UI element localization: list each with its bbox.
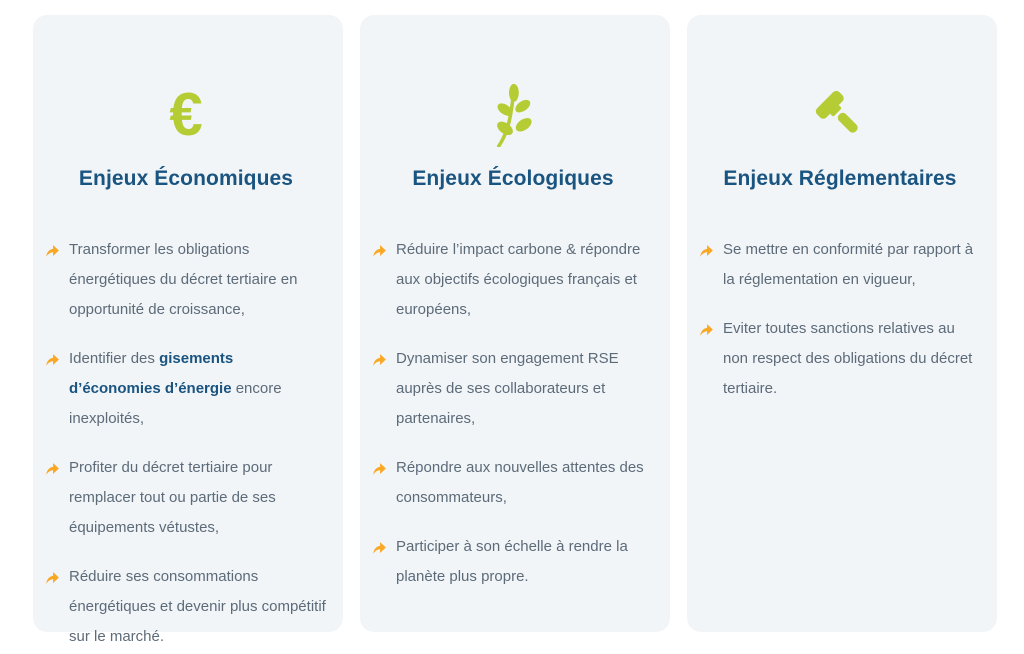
list-item-text: Répondre aux nouvelles attentes des cons… [396,459,644,506]
card-list-ecologiques: Réduire l’impact carbone & répondre aux … [372,235,654,592]
list-item: Participer à son échelle à rendre la pla… [372,532,654,592]
euro-icon: € [45,83,327,147]
list-item: Dynamiser son engagement RSE auprès de s… [372,344,654,434]
list-item: Identifier des gisements d’économies d’é… [45,344,327,434]
card-list-economiques: Transformer les obligations énergétiques… [45,235,327,652]
euro-glyph: € [169,81,203,148]
list-item-text: Eviter toutes sanctions relatives au non… [723,320,973,397]
list-item-text: Se mettre en conformité par rapport à la… [723,241,974,288]
list-item: Se mettre en conformité par rapport à la… [699,235,981,295]
card-list-reglementaires: Se mettre en conformité par rapport à la… [699,235,981,404]
list-item-text: Identifier des gisements d’économies d’é… [69,350,282,427]
gavel-icon [699,83,981,147]
card-title-reglementaires: Enjeux Réglementaires [723,167,957,190]
list-item: Transformer les obligations énergétiques… [45,235,327,325]
list-item: Répondre aux nouvelles attentes des cons… [372,453,654,513]
arrow-bullet-icon [699,322,714,337]
list-item: Réduire ses consommations énergétiques e… [45,562,327,652]
arrow-bullet-icon [45,570,60,585]
card-enjeux-economiques: € Enjeux Économiques Transformer les obl… [33,15,343,645]
list-item-text: Transformer les obligations énergétiques… [69,241,298,318]
list-item: Profiter du décret tertiaire pour rempla… [45,453,327,543]
leaf-icon [372,83,654,147]
list-item-text: Participer à son échelle à rendre la pla… [396,538,628,585]
card-title-economiques: Enjeux Économiques [78,167,294,190]
arrow-bullet-icon [372,352,387,367]
list-item-text: Réduire ses consommations énergétiques e… [69,568,326,645]
list-item-text: Dynamiser son engagement RSE auprès de s… [396,350,619,427]
card-enjeux-reglementaires: Enjeux Réglementaires Se mettre en confo… [687,15,997,632]
card-enjeux-ecologiques: Enjeux Écologiques Réduire l’impact carb… [360,15,670,632]
arrow-bullet-icon [372,461,387,476]
arrow-bullet-icon [372,243,387,258]
list-item-text: Profiter du décret tertiaire pour rempla… [69,459,276,536]
arrow-bullet-icon [45,243,60,258]
arrow-bullet-icon [699,243,714,258]
arrow-bullet-icon [45,461,60,476]
list-item: Eviter toutes sanctions relatives au non… [699,314,981,404]
list-item-text: Réduire l’impact carbone & répondre aux … [396,241,641,318]
enjeux-cards-row: € Enjeux Économiques Transformer les obl… [33,15,997,645]
arrow-bullet-icon [372,540,387,555]
arrow-bullet-icon [45,352,60,367]
card-title-ecologiques: Enjeux Écologiques [412,167,614,190]
list-item: Réduire l’impact carbone & répondre aux … [372,235,654,325]
